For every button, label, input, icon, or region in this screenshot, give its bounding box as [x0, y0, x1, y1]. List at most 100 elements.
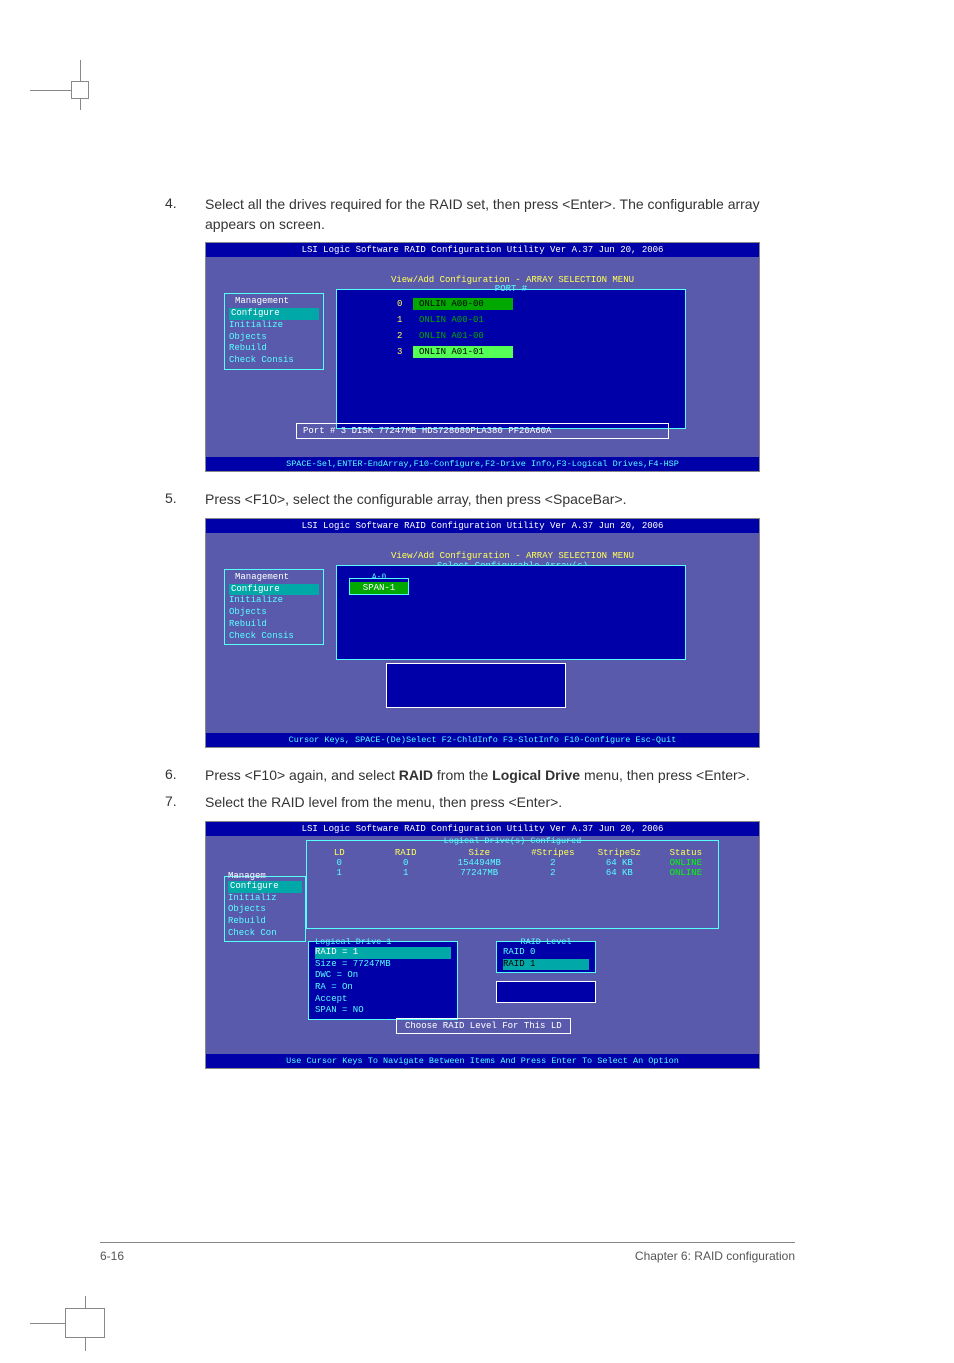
choose-prompt: Choose RAID Level For This LD [396, 1018, 571, 1034]
raid-level-menu: RAID Level RAID 0 RAID 1 [496, 941, 596, 973]
ld-raid[interactable]: RAID = 1 [315, 947, 451, 959]
management-menu: Management Configure Initialize Objects … [224, 293, 324, 369]
chapter-title: Chapter 6: RAID configuration [635, 1249, 795, 1263]
ld-row: 1 1 77247MB 2 64 KB ONLINE [313, 868, 712, 878]
port-num: 0 [397, 299, 411, 309]
c: 77247MB [446, 868, 513, 878]
c: 1 [379, 868, 431, 878]
ld-accept[interactable]: Accept [315, 994, 451, 1006]
step-text: Select the RAID level from the menu, the… [205, 793, 562, 813]
c: 2 [527, 858, 579, 868]
span-value: SPAN-1 [350, 582, 408, 594]
array-label: A-0 [350, 573, 408, 582]
page-number: 6-16 [100, 1249, 124, 1263]
mgmt-title: Management [233, 296, 291, 306]
bios-footer: Use Cursor Keys To Navigate Between Item… [206, 1054, 759, 1068]
mgmt-rebuild[interactable]: Rebuild [228, 916, 302, 928]
ld-ra[interactable]: RA = On [315, 982, 451, 994]
management-menu: Managem Configure Initializ Objects Rebu… [224, 876, 306, 942]
port-num: 1 [397, 315, 411, 325]
logical-drive-1-box: Logical Drive 1 RAID = 1 Size = 77247MB … [308, 941, 458, 1020]
c: 64 KB [593, 868, 645, 878]
step-text: Press <F10>, select the configurable arr… [205, 490, 627, 510]
bold-raid: RAID [399, 767, 433, 783]
dialog-box [386, 663, 566, 708]
step-7: 7. Select the RAID level from the menu, … [165, 793, 795, 813]
step-number: 6. [165, 766, 205, 786]
mgmt-rebuild[interactable]: Rebuild [229, 343, 319, 355]
array-span-box[interactable]: A-0 SPAN-1 [349, 578, 409, 595]
mgmt-configure[interactable]: Configure [229, 584, 319, 596]
port-row: 0 ONLIN A00-00 [397, 298, 685, 310]
t: Press <F10> again, and select [205, 767, 399, 783]
mgmt-initialize[interactable]: Initialize [229, 595, 319, 607]
mgmt-objects[interactable]: Objects [229, 332, 319, 344]
step-text: Press <F10> again, and select RAID from … [205, 766, 750, 786]
raid-0-option[interactable]: RAID 0 [503, 947, 589, 959]
port-header: PORT # [337, 284, 685, 294]
step-number: 5. [165, 490, 205, 510]
page-content: 4. Select all the drives required for th… [165, 195, 795, 1087]
bios-footer: Cursor Keys, SPACE-(De)Select F2-ChldInf… [206, 733, 759, 747]
port-row: 3 ONLIN A01-01 [397, 346, 685, 358]
title-line1: View/Add Configuration - ARRAY SELECTION… [391, 551, 634, 561]
mgmt-rebuild[interactable]: Rebuild [229, 619, 319, 631]
configurable-array-panel: A-0 SPAN-1 [336, 565, 686, 660]
port-num: 2 [397, 331, 411, 341]
small-dialog [496, 981, 596, 1003]
ld-h: Status [660, 848, 712, 858]
c: ONLINE [660, 858, 712, 868]
mgmt-configure[interactable]: Configure [229, 308, 319, 320]
ld-box-title: Logical Drive 1 [315, 937, 451, 947]
c: 1 [313, 868, 365, 878]
mgmt-objects[interactable]: Objects [228, 904, 302, 916]
bios-title: LSI Logic Software RAID Configuration Ut… [206, 822, 759, 836]
mgmt-configure[interactable]: Configure [228, 881, 302, 893]
port-status[interactable]: ONLIN A00-01 [413, 314, 513, 326]
mgmt-objects[interactable]: Objects [229, 607, 319, 619]
raid-1-option[interactable]: RAID 1 [503, 959, 589, 971]
mgmt-initialize[interactable]: Initialize [229, 320, 319, 332]
c: 2 [527, 868, 579, 878]
mgmt-check[interactable]: Check Consis [229, 355, 319, 367]
bios-title: LSI Logic Software RAID Configuration Ut… [206, 519, 759, 533]
step-6: 6. Press <F10> again, and select RAID fr… [165, 766, 795, 786]
ld-h: #Stripes [527, 848, 579, 858]
ld-h: Size [446, 848, 513, 858]
c: 64 KB [593, 858, 645, 868]
status-bar: Port # 3 DISK 77247MB HDS728080PLA380 PF… [296, 423, 669, 439]
mgmt-title: Managem [228, 871, 302, 881]
management-menu: Management Configure Initialize Objects … [224, 569, 324, 645]
ld-size[interactable]: Size = 77247MB [315, 959, 451, 971]
page-footer: 6-16 Chapter 6: RAID configuration [100, 1242, 795, 1263]
bios-title: LSI Logic Software RAID Configuration Ut… [206, 243, 759, 257]
c: 0 [379, 858, 431, 868]
mgmt-initialize[interactable]: Initializ [228, 893, 302, 905]
ld-table-title: Logical Drive(s) Configured [313, 836, 712, 846]
ld-dwc[interactable]: DWC = On [315, 970, 451, 982]
ld-h: RAID [379, 848, 431, 858]
ld-h: StripeSz [593, 848, 645, 858]
ld-header-row: LD RAID Size #Stripes StripeSz Status [313, 848, 712, 858]
port-status[interactable]: ONLIN A00-00 [413, 298, 513, 310]
step-number: 7. [165, 793, 205, 813]
port-num: 3 [397, 347, 411, 357]
c: 0 [313, 858, 365, 868]
bios-screenshot-1: LSI Logic Software RAID Configuration Ut… [205, 242, 795, 472]
step-4: 4. Select all the drives required for th… [165, 195, 795, 234]
bios-footer: SPACE-Sel,ENTER-EndArray,F10-Configure,F… [206, 457, 759, 471]
ld-h: LD [313, 848, 365, 858]
port-status[interactable]: ONLIN A01-00 [413, 330, 513, 342]
c: 154494MB [446, 858, 513, 868]
step-number: 4. [165, 195, 205, 234]
bios-screenshot-2: LSI Logic Software RAID Configuration Ut… [205, 518, 795, 748]
port-status[interactable]: ONLIN A01-01 [413, 346, 513, 358]
t: from the [433, 767, 492, 783]
ld-span[interactable]: SPAN = NO [315, 1005, 451, 1017]
mgmt-check[interactable]: Check Consis [229, 631, 319, 643]
bold-logical-drive: Logical Drive [492, 767, 580, 783]
mgmt-check[interactable]: Check Con [228, 928, 302, 940]
mgmt-title: Management [233, 572, 291, 582]
t: menu, then press <Enter>. [580, 767, 750, 783]
port-row: 1 ONLIN A00-01 [397, 314, 685, 326]
